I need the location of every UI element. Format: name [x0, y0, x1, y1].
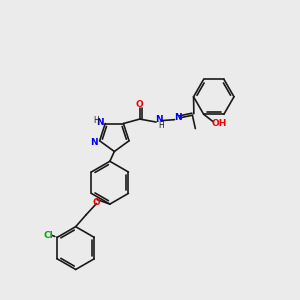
Text: H: H [93, 116, 99, 125]
Text: Cl: Cl [44, 230, 54, 239]
Text: OH: OH [212, 119, 227, 128]
Text: N: N [174, 113, 181, 122]
Text: O: O [93, 197, 101, 206]
Text: H: H [159, 122, 164, 130]
Text: N: N [155, 116, 163, 124]
Text: O: O [136, 100, 144, 109]
Text: N: N [91, 138, 98, 147]
Text: N: N [96, 118, 104, 127]
